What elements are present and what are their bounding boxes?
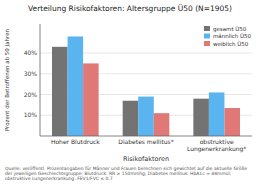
x-tick-label: obstruktiveLungenerkrankung* bbox=[187, 138, 246, 153]
y-axis bbox=[40, 24, 41, 136]
legend-label: männlich Ü50 bbox=[213, 32, 252, 39]
legend-swatch bbox=[204, 34, 210, 39]
y-tick-label: 20% bbox=[24, 91, 38, 98]
y-tick-label: 30% bbox=[24, 70, 38, 77]
x-tick-label: Diabetes mellitus* bbox=[118, 138, 173, 145]
x-axis-label: Risikofaktoren bbox=[123, 155, 169, 163]
bar bbox=[209, 92, 225, 136]
text-line: Lungenerkrankung* bbox=[187, 145, 246, 153]
y-tick-label: 10% bbox=[24, 111, 38, 118]
footnote: Quelle: veröffentl. Prozentangaben für M… bbox=[5, 166, 247, 181]
bar bbox=[123, 101, 139, 136]
bar bbox=[52, 47, 68, 136]
bar bbox=[83, 63, 99, 136]
legend-label: gesamt Ü50 bbox=[213, 25, 247, 33]
bar bbox=[193, 99, 209, 136]
text-line: obstruktive Lungenerkrankung: FEV1/FVC ≤… bbox=[5, 176, 113, 181]
bar bbox=[154, 113, 170, 136]
bars bbox=[52, 36, 240, 136]
bar bbox=[138, 97, 154, 136]
chart: Verteilung Risikofaktoren: Altersgruppe … bbox=[0, 0, 260, 194]
title: Verteilung Risikofaktoren: Altersgruppe … bbox=[28, 4, 232, 13]
legend: gesamt Ü50männlich Ü50weiblich Ü50 bbox=[204, 25, 252, 47]
y-tick-label: 40% bbox=[24, 49, 38, 56]
legend-swatch bbox=[204, 26, 210, 31]
text-line: Diabetes mellitus* bbox=[118, 138, 173, 145]
x-axis bbox=[40, 136, 252, 137]
bar bbox=[224, 108, 240, 136]
text-line: Hoher Blutdruck bbox=[51, 138, 100, 145]
y-axis-label: Prozent der Betroffenen ab 50 Jahren bbox=[4, 28, 11, 131]
x-tick-label: Hoher Blutdruck bbox=[51, 138, 100, 145]
legend-label: weiblich Ü50 bbox=[213, 40, 249, 47]
bar bbox=[68, 36, 84, 136]
legend-swatch bbox=[204, 41, 210, 46]
